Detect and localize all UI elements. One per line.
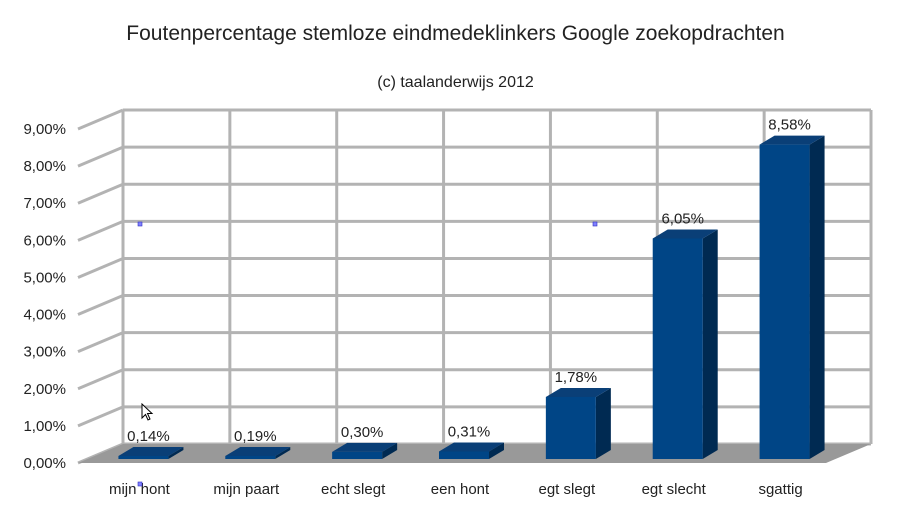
grid-line-side [77,257,124,279]
bar-front [118,456,169,459]
y-tick-label: 3,00% [23,344,66,361]
bar [652,229,718,459]
bar-top [545,387,611,397]
data-label: 1,78% [555,369,598,386]
bar [759,135,825,459]
y-tick-label: 7,00% [23,195,66,212]
bar-top [332,442,398,452]
x-tick-label: egt slegt [538,481,596,498]
x-tick-label: egt slecht [642,481,707,498]
data-label: 0,31% [448,423,491,440]
grid-line-side [77,331,124,354]
mouse-cursor-icon [141,403,154,421]
y-tick-label: 4,00% [23,307,66,324]
data-label: 8,58% [768,117,811,134]
x-tick-label: sgattig [758,481,802,498]
grid-line-side [77,368,124,391]
grid-line-side [77,294,124,316]
bar-front [225,455,276,459]
x-tick-label: echt slegt [321,481,386,498]
bar-side [595,387,611,459]
bar-side [489,442,504,459]
bar-top [118,447,184,456]
bar [545,387,611,459]
x-tick-label: mijn hont [109,481,171,498]
y-tick-label: 5,00% [23,269,66,286]
bar-front [332,451,383,459]
data-label: 0,30% [341,424,384,441]
bar-top [759,135,825,145]
y-tick-label: 1,00% [23,418,66,435]
y-tick-label: 9,00% [23,121,66,138]
x-tick-label: mijn paart [213,481,280,498]
bar-side [275,446,291,459]
bar-side [168,447,184,459]
grid-line-side [77,405,124,428]
data-label: 0,19% [234,428,277,445]
bar-front [439,451,489,459]
grid-line-side [77,145,124,168]
selection-handle [137,221,143,227]
y-tick-label: 0,00% [23,455,66,472]
bar [225,446,291,459]
bar-front [759,144,810,459]
bar-side [809,135,825,459]
x-tick-label: een hont [431,481,490,498]
bar-top [439,442,504,452]
bar-side [382,442,398,459]
bar [118,447,184,459]
chart-title: Foutenpercentage stemloze eindmedeklinke… [126,22,785,45]
grid-line-side [77,108,124,131]
data-label: 6,05% [661,210,704,227]
grid-line-side [77,182,124,205]
y-tick-label: 2,00% [23,381,66,398]
bar-front [652,238,703,459]
bar-top [652,229,718,239]
y-tick-label: 8,00% [23,158,66,175]
bar-side [702,229,718,459]
bar-top [225,446,291,456]
bar [439,442,504,459]
data-label: 0,14% [127,428,170,445]
y-tick-label: 6,00% [23,232,66,249]
bar-front [545,396,596,459]
selection-handle [592,221,598,227]
chart-subtitle: (c) taalanderwijs 2012 [377,74,534,91]
bar [332,442,398,459]
selection-handle [137,481,143,487]
grid-line-side [77,219,124,242]
